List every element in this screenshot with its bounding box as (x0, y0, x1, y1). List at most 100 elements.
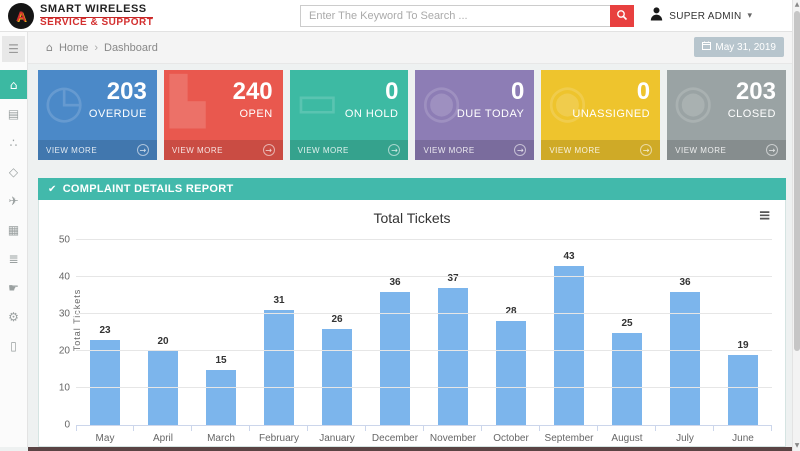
bar[interactable] (496, 321, 526, 425)
y-tick-label: 20 (58, 345, 70, 357)
sidebar-item-share-nodes[interactable]: ∴ (9, 135, 18, 150)
sidebar-item-file[interactable]: ▯ (10, 338, 17, 353)
data-label: 20 (157, 336, 169, 347)
scroll-down-icon[interactable]: ▼ (794, 442, 800, 449)
chevron-down-icon: ▾ (747, 11, 752, 21)
view-more-link[interactable]: VIEW MORE (423, 145, 475, 155)
section-header: ✔ COMPLAINT DETAILS REPORT (38, 178, 786, 200)
bar[interactable] (148, 351, 178, 425)
x-tick-mark (597, 425, 598, 431)
user-menu[interactable]: SUPER ADMIN ▾ (650, 0, 752, 32)
arrow-circle-icon[interactable]: → (388, 144, 401, 156)
y-tick-label: 0 (64, 419, 70, 431)
bar-column-january[interactable]: 26 January (308, 240, 366, 444)
x-tick-mark (539, 425, 540, 431)
stat-card-overdue: ◷ 203 OVERDUE VIEW MORE → (38, 70, 157, 160)
search-button[interactable] (610, 5, 634, 27)
stat-cards-row: ◷ 203 OVERDUE VIEW MORE → ▙ 240 OPEN VIE… (38, 70, 786, 160)
bar-column-april[interactable]: 20 April (134, 240, 192, 444)
date-badge: May 31, 2019 (694, 37, 784, 57)
bar[interactable] (438, 288, 468, 425)
data-label: 37 (447, 273, 459, 285)
x-tick-label: February (258, 433, 300, 444)
bar-column-august[interactable]: 25 August (598, 240, 656, 444)
stat-card-open: ▙ 240 OPEN VIEW MORE → (163, 70, 283, 160)
x-tick-label: January (319, 433, 355, 444)
view-more-link[interactable]: VIEW MORE (171, 145, 223, 155)
globe-icon: ◉ (547, 74, 588, 128)
user-icon (650, 6, 663, 26)
chart-export-menu-icon[interactable]: ≡ (758, 206, 771, 224)
scrollbar-thumb[interactable] (794, 11, 800, 351)
bar[interactable] (380, 291, 410, 425)
bar-column-march[interactable]: 15 March (192, 240, 250, 444)
data-label: 31 (273, 295, 285, 307)
data-label: 36 (679, 276, 691, 288)
bar[interactable] (554, 265, 584, 425)
user-name: SUPER ADMIN (669, 10, 742, 22)
bar[interactable] (206, 369, 236, 425)
bar-column-november[interactable]: 37 November (424, 240, 482, 444)
arrow-circle-icon[interactable]: → (765, 144, 778, 156)
breadcrumb-home-link[interactable]: Home (58, 41, 89, 54)
check-icon: ✔ (48, 183, 57, 195)
x-tick-mark (76, 425, 77, 431)
sidebar-item-database[interactable]: ≣ (8, 251, 19, 266)
search-bar (300, 5, 634, 27)
sidebar-item-hand[interactable]: ☛ (8, 280, 19, 295)
gridline (76, 276, 772, 277)
bar[interactable] (728, 354, 758, 425)
x-tick-label: July (676, 433, 694, 444)
stat-card-on-hold: ▭ 0 ON HOLD VIEW MORE → (289, 70, 409, 160)
search-input[interactable] (300, 5, 610, 27)
data-label: 43 (563, 250, 575, 262)
calendar-icon (702, 41, 712, 53)
sidebar-item-gear[interactable]: ⚙ (8, 309, 19, 324)
bar-column-september[interactable]: 43 September (540, 240, 598, 444)
brand-name: SMART WIRELESS (40, 3, 154, 18)
view-more-link[interactable]: VIEW MORE (549, 145, 601, 155)
view-more-link[interactable]: VIEW MORE (46, 145, 98, 155)
arrow-circle-icon[interactable]: → (514, 144, 527, 156)
footer-strip (28, 447, 792, 451)
bar-column-may[interactable]: 23 May (76, 240, 134, 444)
arrow-circle-icon[interactable]: → (262, 144, 275, 156)
view-more-link[interactable]: VIEW MORE (675, 145, 727, 155)
bar-column-october[interactable]: 28 October (482, 240, 540, 444)
sidebar-item-table[interactable]: ▦ (7, 222, 20, 237)
arrow-circle-icon[interactable]: → (136, 144, 149, 156)
sidebar-item-home[interactable]: ⌂ (0, 70, 27, 99)
sidebar-toggle-menu-icon[interactable]: ☰ (2, 36, 25, 62)
bar-column-july[interactable]: 36 July (656, 240, 714, 444)
stat-label: CLOSED (727, 108, 776, 120)
x-tick-mark (249, 425, 250, 431)
view-more-link[interactable]: VIEW MORE (297, 145, 349, 155)
page-scrollbar[interactable]: ▲ ▼ (792, 0, 800, 451)
sidebar-item-plane[interactable]: ✈ (8, 193, 19, 208)
bar[interactable] (264, 310, 294, 425)
stat-value: 240 (232, 78, 273, 105)
bar[interactable] (612, 332, 642, 425)
bar-column-february[interactable]: 31 February (250, 240, 308, 444)
bar-column-june[interactable]: 19 June (714, 240, 772, 444)
x-tick-label: September (544, 433, 594, 444)
y-tick-label: 10 (58, 382, 70, 394)
bar[interactable] (322, 328, 352, 425)
breadcrumb-current: Dashboard (104, 41, 158, 54)
bar[interactable] (670, 291, 700, 425)
scroll-up-icon[interactable]: ▲ (794, 1, 800, 8)
clock-icon: ◷ (44, 74, 85, 128)
bar[interactable] (90, 339, 120, 425)
stat-value: 203 (106, 78, 147, 105)
globe-icon: ◉ (673, 74, 714, 128)
x-tick-mark (307, 425, 308, 431)
bar-column-december[interactable]: 36 December (366, 240, 424, 444)
sidebar-item-list[interactable]: ▤ (7, 106, 20, 121)
data-label: 19 (737, 339, 749, 351)
sidebar-item-tag[interactable]: ◇ (8, 164, 19, 179)
globe-icon: ◉ (421, 74, 462, 128)
x-tick-label: October (493, 433, 529, 444)
breadcrumb-bar: ⌂ Home › Dashboard May 31, 2019 (28, 32, 792, 64)
x-tick-mark (191, 425, 192, 431)
arrow-circle-icon[interactable]: → (640, 144, 653, 156)
